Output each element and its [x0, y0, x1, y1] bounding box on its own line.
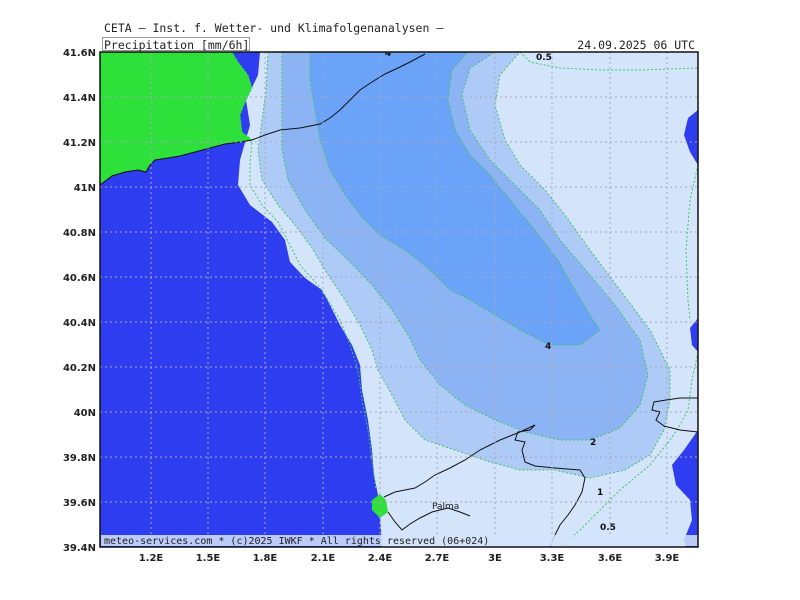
- lat-label: 39.6N: [63, 498, 96, 509]
- lon-label: 3.9E: [655, 553, 680, 564]
- lon-label: 1.2E: [139, 553, 164, 564]
- lat-label: 39.4N: [63, 543, 96, 554]
- copyright-text: meteo-services.com * (c)2025 IWKF * All …: [104, 536, 489, 547]
- lon-label: 1.8E: [253, 553, 278, 564]
- lat-label: 39.8N: [63, 453, 96, 464]
- footer-strip: [101, 535, 698, 546]
- parameter-label: Precipitation [mm/6h]: [104, 38, 250, 52]
- city-label-palma: Palma: [432, 502, 459, 512]
- lon-label: 2.1E: [311, 553, 336, 564]
- coastlines: [100, 53, 698, 547]
- contour-label-0-5-top: 0.5: [536, 53, 552, 63]
- chart-title: CETA — Inst. f. Wetter- und Klimafolgena…: [104, 21, 444, 35]
- lat-label: 41.2N: [63, 138, 96, 149]
- contour-label-4-top: 4: [385, 49, 391, 59]
- lat-label: 41.6N: [63, 48, 96, 59]
- lon-label: 2.4E: [368, 553, 393, 564]
- lat-label: 41N: [74, 183, 96, 194]
- sea-area-east-top: [684, 110, 698, 165]
- sea-area-east-bottom: [672, 430, 698, 547]
- lat-label: 40.6N: [63, 273, 96, 284]
- latitude-axis: 41.6N 41.4N 41.2N 41N 40.8N 40.6N 40.4N …: [63, 48, 96, 554]
- lat-label: 40.4N: [63, 318, 96, 329]
- contour-lines: [231, 52, 698, 547]
- land-islet: [372, 494, 388, 518]
- precip-4-area: [310, 52, 600, 345]
- lat-label: 40.8N: [63, 228, 96, 239]
- lat-label: 41.4N: [63, 93, 96, 104]
- lon-label: 2.7E: [425, 553, 450, 564]
- map-frame: [99, 51, 699, 548]
- parameter-box: [102, 37, 250, 51]
- lat-label: 40.2N: [63, 363, 96, 374]
- map-fields: 0.5 4 4 2 1 0.5 Palma meteo-services.com…: [100, 49, 698, 547]
- contour-label-0-5-bottom: 0.5: [600, 523, 616, 533]
- lon-label: 3.3E: [540, 553, 565, 564]
- sea-area-west: [100, 52, 382, 547]
- lat-label: 40N: [74, 408, 96, 419]
- longitude-axis: 1.2E 1.5E 1.8E 2.1E 2.4E 2.7E 3E 3.3E 3.…: [139, 553, 680, 564]
- land-spain: [100, 52, 252, 185]
- contour-label-1: 1: [597, 488, 603, 498]
- contour-label-4-mid: 4: [545, 342, 551, 352]
- sea-area-east-mid: [690, 318, 698, 352]
- lon-label: 1.5E: [196, 553, 221, 564]
- lon-label: 3.6E: [598, 553, 623, 564]
- lon-label: 3E: [488, 553, 502, 564]
- contour-label-2: 2: [590, 438, 596, 448]
- valid-time: 24.09.2025 06 UTC: [577, 38, 695, 52]
